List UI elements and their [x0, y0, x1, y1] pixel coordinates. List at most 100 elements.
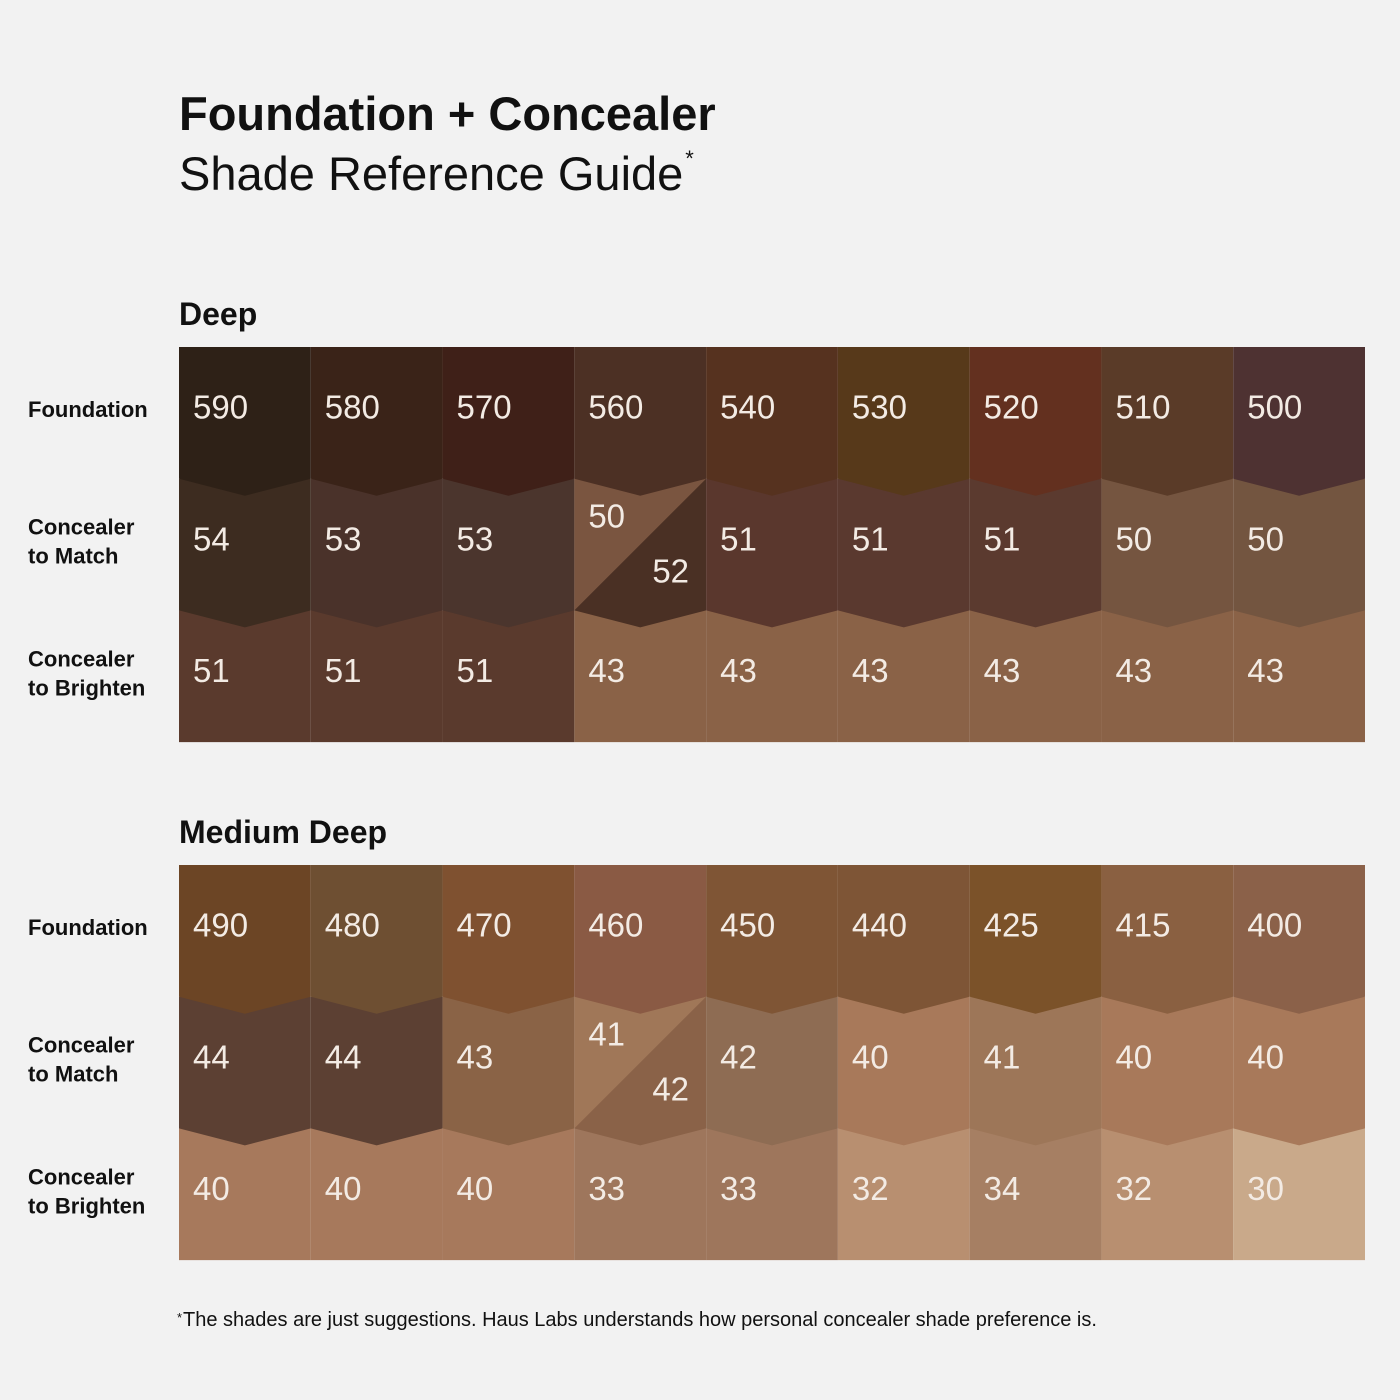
swatch [179, 347, 311, 496]
swatch [574, 1128, 707, 1261]
swatch [442, 996, 575, 1146]
swatch [310, 347, 443, 496]
shade-number: 40 [193, 1170, 230, 1207]
shade-number: 580 [325, 389, 380, 426]
shade-number: 44 [325, 1038, 362, 1075]
swatch [310, 865, 443, 1014]
shade-number: 51 [457, 652, 494, 689]
shade-number: 43 [852, 652, 889, 689]
swatch-split [574, 478, 707, 611]
shade-number: 33 [588, 1170, 625, 1207]
row-label: Foundation [28, 915, 148, 940]
shade-number: 51 [720, 520, 757, 557]
shade-number: 50 [1115, 520, 1152, 557]
shade-number: 520 [984, 389, 1039, 426]
shade-number: 53 [457, 520, 494, 557]
swatch [310, 996, 443, 1146]
row-label: Concealer [28, 1033, 135, 1058]
shade-number: 51 [984, 520, 1021, 557]
swatch [706, 347, 838, 496]
row-label: Concealer [28, 646, 135, 671]
swatch [442, 865, 575, 1014]
subtitle: Shade Reference Guide [179, 147, 683, 200]
swatch [1233, 347, 1365, 496]
swatch [442, 478, 575, 628]
swatch [310, 478, 443, 628]
shade-number: 51 [852, 520, 889, 557]
title: Foundation + Concealer [179, 87, 716, 140]
shade-number: 43 [1115, 652, 1152, 689]
swatch [837, 996, 970, 1146]
shade-number: 570 [457, 389, 512, 426]
shade-number: 480 [325, 907, 380, 944]
shade-number: 440 [852, 907, 907, 944]
swatch [1101, 610, 1234, 743]
shade-number: 53 [325, 520, 362, 557]
swatch [179, 478, 311, 628]
shade-number: 400 [1247, 907, 1302, 944]
shade-number: 40 [1247, 1038, 1284, 1075]
shade-number: 40 [457, 1170, 494, 1207]
shade-number: 44 [193, 1038, 230, 1075]
shade-number: 40 [1115, 1038, 1152, 1075]
shade-number: 450 [720, 907, 775, 944]
shade-number: 415 [1115, 907, 1170, 944]
swatch [1233, 996, 1365, 1146]
shade-number: 560 [588, 389, 643, 426]
shade-number: 41 [588, 1015, 625, 1052]
swatch [1101, 865, 1234, 1014]
swatch [310, 1128, 443, 1261]
shade-number: 43 [1247, 652, 1284, 689]
shade-number: 590 [193, 389, 248, 426]
shade-number: 50 [1247, 520, 1284, 557]
shade-number: 32 [1115, 1170, 1152, 1207]
swatch [442, 1128, 575, 1261]
swatch [179, 996, 311, 1146]
swatch-split [574, 996, 707, 1129]
shade-number: 51 [325, 652, 362, 689]
subtitle-mark: * [685, 146, 694, 171]
row-label: to Brighten [28, 675, 145, 700]
swatch [574, 610, 707, 743]
row-label: to Brighten [28, 1193, 145, 1218]
shade-number: 470 [457, 907, 512, 944]
swatch [574, 865, 707, 1014]
shade-number: 40 [325, 1170, 362, 1207]
swatch [1233, 478, 1365, 628]
shade-number: 50 [588, 497, 625, 534]
shade-number: 42 [652, 1070, 689, 1107]
swatch [1233, 865, 1365, 1014]
swatch [969, 478, 1102, 628]
swatch [442, 347, 575, 496]
shade-number: 43 [720, 652, 757, 689]
swatch [1233, 610, 1365, 743]
shade-number: 32 [852, 1170, 889, 1207]
shade-number: 43 [588, 652, 625, 689]
shade-number: 54 [193, 520, 230, 557]
swatch [706, 610, 838, 743]
swatch [969, 996, 1102, 1146]
swatch [310, 610, 443, 743]
swatch [179, 610, 311, 743]
shade-number: 52 [652, 552, 689, 589]
shade-number: 43 [457, 1038, 494, 1075]
swatch [574, 347, 707, 496]
footnote: The shades are just suggestions. Haus La… [183, 1309, 1097, 1331]
shade-number: 43 [984, 652, 1021, 689]
swatch [969, 610, 1102, 743]
swatch [837, 478, 970, 628]
swatch [1101, 347, 1234, 496]
swatch [179, 865, 311, 1014]
swatch [837, 610, 970, 743]
footnote-mark: * [177, 1310, 182, 1325]
swatch [837, 347, 970, 496]
swatch [179, 1128, 311, 1261]
swatch [1101, 1128, 1234, 1261]
shade-number: 540 [720, 389, 775, 426]
shade-number: 33 [720, 1170, 757, 1207]
shade-number: 500 [1247, 389, 1302, 426]
shade-number: 460 [588, 907, 643, 944]
row-label: to Match [28, 1062, 118, 1087]
swatch [706, 1128, 838, 1261]
